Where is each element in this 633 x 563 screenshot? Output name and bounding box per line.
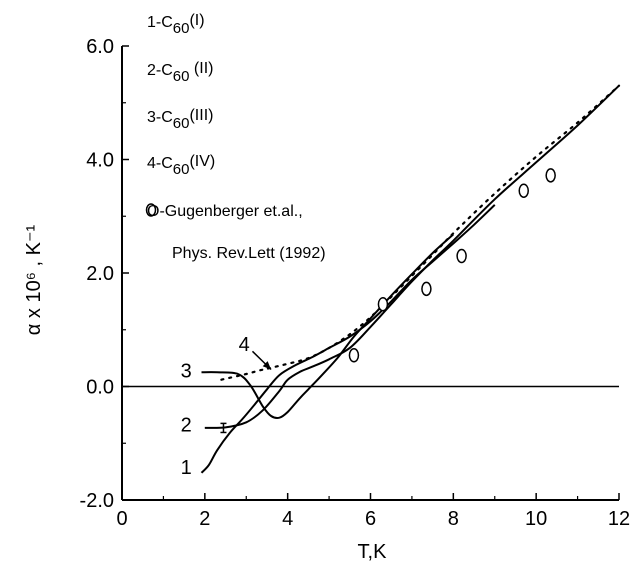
series-line-4: [220, 84, 621, 381]
series-layer: [200, 84, 621, 474]
x-axis-label: T,K: [358, 541, 388, 563]
reference-point: [545, 168, 556, 183]
curve-label-1: 1: [181, 457, 192, 479]
reference-point: [456, 248, 467, 264]
x-tick-label: 8: [448, 508, 459, 530]
legend: 1-C60(I) 2-C60 (II) 3-C60(III) 4-C60(IV)…: [147, 12, 326, 262]
legend-reference-marker: [145, 203, 157, 217]
axes: 0 2 4 6 8 10 12-2.00.02.04.06.0: [80, 36, 631, 530]
y-tick-label: 6.0: [86, 36, 114, 58]
legend-entry-1: 1-C60(I): [147, 12, 205, 37]
curve-label-3: 3: [181, 361, 192, 383]
series-line-3: [201, 233, 454, 419]
series-line-2: [204, 84, 620, 429]
marks-layer: 1 2 3 4: [145, 168, 556, 479]
reference-point: [421, 281, 432, 297]
legend-reference-line-2: Phys. Rev.Lett (1992): [172, 245, 326, 262]
x-tick-label: 10: [525, 508, 547, 530]
x-tick-label: 2: [199, 508, 210, 530]
x-tick-label: 4: [282, 508, 293, 530]
legend-entry-4: 4-C60(IV): [147, 153, 215, 178]
curve-label-2: 2: [181, 415, 192, 437]
reference-point: [518, 183, 529, 198]
y-tick-label: 2.0: [86, 263, 114, 285]
reference-point: [348, 348, 360, 363]
arrow-head: [262, 361, 272, 370]
x-tick-label: 12: [608, 508, 630, 530]
reference-point: [377, 296, 389, 312]
curve-label-4: 4: [239, 334, 250, 356]
x-tick-label: 0: [116, 508, 127, 530]
x-tick-label: 6: [365, 508, 376, 530]
y-tick-label: 4.0: [86, 150, 114, 172]
y-tick-label: -2.0: [80, 490, 114, 512]
y-tick-label: 0.0: [86, 377, 114, 399]
legend-entry-3: 3-C60(III): [147, 107, 213, 132]
legend-entry-2: 2-C60 (II): [147, 60, 213, 85]
y-axis-label: α x 10⁶ , K⁻¹: [23, 224, 45, 335]
legend-reference-line-1: O-Gugenberger et.al.,: [147, 203, 303, 220]
